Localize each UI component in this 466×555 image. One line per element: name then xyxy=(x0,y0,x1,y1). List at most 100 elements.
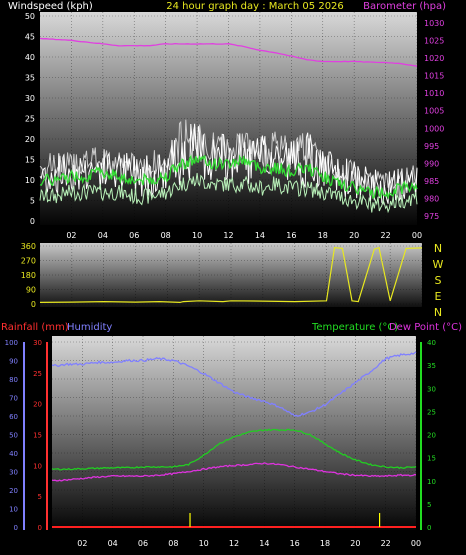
humidity-y-tick: 100 xyxy=(5,339,18,347)
temperature-y-tick: 10 xyxy=(427,478,436,486)
bottom-x-tick: 14 xyxy=(259,539,269,548)
top-x-tick: 10 xyxy=(192,231,202,240)
top-y-left-tick: 30 xyxy=(25,94,35,103)
compass-label-s: S xyxy=(435,274,442,287)
temperature-y-tick: 5 xyxy=(427,501,431,509)
graph-day-title: 24 hour graph day : March 05 2026 xyxy=(166,1,344,12)
humidity-y-tick: 0 xyxy=(14,524,18,532)
compass-label-n-top: N xyxy=(434,242,442,255)
top-y-right-tick: 985 xyxy=(424,177,439,186)
temperature-y-tick: 40 xyxy=(427,339,436,347)
top-x-tick: 06 xyxy=(129,231,139,240)
bottom-panel: 0 10 20 30 40 50 60 70 80 90 100 0 5 10 15 20 25 30 0 5 10 15… xyxy=(5,336,436,548)
compass-label-n-bottom: N xyxy=(434,306,442,319)
top-y-left-tick: 25 xyxy=(25,115,35,124)
top-y-left-tick: 35 xyxy=(25,74,35,83)
humidity-y-tick: 60 xyxy=(9,413,18,421)
top-y-left-tick: 45 xyxy=(25,33,35,42)
wind-low-series xyxy=(39,173,418,214)
top-x-tick: 16 xyxy=(286,231,296,240)
temperature-y-tick: 0 xyxy=(427,524,431,532)
direction-panel: 0 90 180 270 360 N W S E N xyxy=(21,242,444,319)
top-y-right-tick: 1010 xyxy=(424,89,444,98)
bottom-axes: 0 10 20 30 40 50 60 70 80 90 100 0 5 10 15 20 25 30 0 5 10 15… xyxy=(5,339,436,548)
temperature-y-tick: 15 xyxy=(427,455,436,463)
compass-label-e: E xyxy=(435,290,442,303)
top-y-left-tick: 40 xyxy=(25,53,35,62)
gust-series xyxy=(39,119,418,193)
top-y-left-tick: 20 xyxy=(25,135,35,144)
compass-label-w: W xyxy=(433,258,444,271)
humidity-title: Humidity xyxy=(67,322,112,333)
humidity-y-tick: 50 xyxy=(9,432,18,440)
top-y-right-tick: 975 xyxy=(424,212,439,221)
humidity-series xyxy=(51,351,417,417)
rainfall-y-tick: 30 xyxy=(33,339,42,347)
top-y-right-tick: 1005 xyxy=(424,107,444,116)
top-series xyxy=(39,37,418,214)
top-y-left-tick: 50 xyxy=(25,12,35,21)
humidity-y-tick: 40 xyxy=(9,450,18,458)
dewpoint-title: Dew Point (°C) xyxy=(389,322,462,333)
top-y-right-tick: 1020 xyxy=(424,54,444,63)
top-y-left-tick: 0 xyxy=(30,217,35,226)
direction-y-tick: 90 xyxy=(26,286,36,295)
mid-axes: 0 90 180 270 360 xyxy=(21,242,36,309)
barometer-series xyxy=(39,37,418,67)
humidity-y-tick: 80 xyxy=(9,376,18,384)
direction-y-tick: 180 xyxy=(21,271,36,280)
humidity-y-tick: 10 xyxy=(9,506,18,514)
rainfall-y-tick: 25 xyxy=(33,370,42,378)
humidity-y-tick: 90 xyxy=(9,358,18,366)
direction-y-tick: 0 xyxy=(31,300,36,309)
top-y-right-tick: 1015 xyxy=(424,72,444,81)
rainfall-y-tick: 5 xyxy=(38,493,42,501)
temperature-y-tick: 20 xyxy=(427,432,436,440)
top-y-left-tick: 5 xyxy=(30,197,35,206)
rainfall-y-tick: 0 xyxy=(38,524,42,532)
top-y-right-tick: 1030 xyxy=(424,19,444,28)
bottom-x-tick: 12 xyxy=(229,539,239,548)
top-x-tick: 14 xyxy=(255,231,265,240)
top-y-left-tick: 10 xyxy=(25,176,35,185)
humidity-y-tick: 20 xyxy=(9,487,18,495)
rainfall-y-tick: 20 xyxy=(33,401,42,409)
barometer-title: Barometer (hpa) xyxy=(363,1,446,12)
bottom-x-tick: 02 xyxy=(77,539,87,548)
bottom-x-tick: 00 xyxy=(411,539,421,548)
top-x-tick: 20 xyxy=(349,231,359,240)
humidity-y-tick: 30 xyxy=(9,469,18,477)
bottom-x-tick: 10 xyxy=(199,539,209,548)
bottom-x-tick: 20 xyxy=(350,539,360,548)
bottom-series xyxy=(51,351,417,528)
top-y-right-tick: 1025 xyxy=(424,36,444,45)
top-x-tick: 00 xyxy=(412,231,422,240)
top-grid xyxy=(40,12,418,225)
temperature-y-tick: 30 xyxy=(427,385,436,393)
temperature-series xyxy=(51,428,417,471)
top-y-left-tick: 15 xyxy=(25,156,35,165)
windspeed-title: Windspeed (kph) xyxy=(8,1,93,12)
mid-grid xyxy=(40,243,423,307)
top-y-right-tick: 995 xyxy=(424,142,439,151)
bottom-x-tick: 16 xyxy=(290,539,300,548)
top-y-right-tick: 990 xyxy=(424,159,439,168)
temperature-title: Temperature (°C) xyxy=(311,322,398,333)
dewpoint-series xyxy=(51,462,417,482)
humidity-y-tick: 70 xyxy=(9,395,18,403)
top-x-tick: 12 xyxy=(223,231,233,240)
top-y-right-tick: 980 xyxy=(424,195,439,204)
top-x-tick: 08 xyxy=(161,231,171,240)
temperature-y-tick: 35 xyxy=(427,362,436,370)
temperature-y-tick: 25 xyxy=(427,408,436,416)
rainfall-y-tick: 15 xyxy=(33,432,42,440)
wind-average-series xyxy=(39,154,418,200)
compass-labels: N W S E N xyxy=(433,242,444,319)
top-y-right-tick: 1000 xyxy=(424,124,444,133)
mid-series xyxy=(39,246,423,304)
direction-y-tick: 270 xyxy=(21,257,36,266)
bottom-x-tick: 04 xyxy=(108,539,118,548)
